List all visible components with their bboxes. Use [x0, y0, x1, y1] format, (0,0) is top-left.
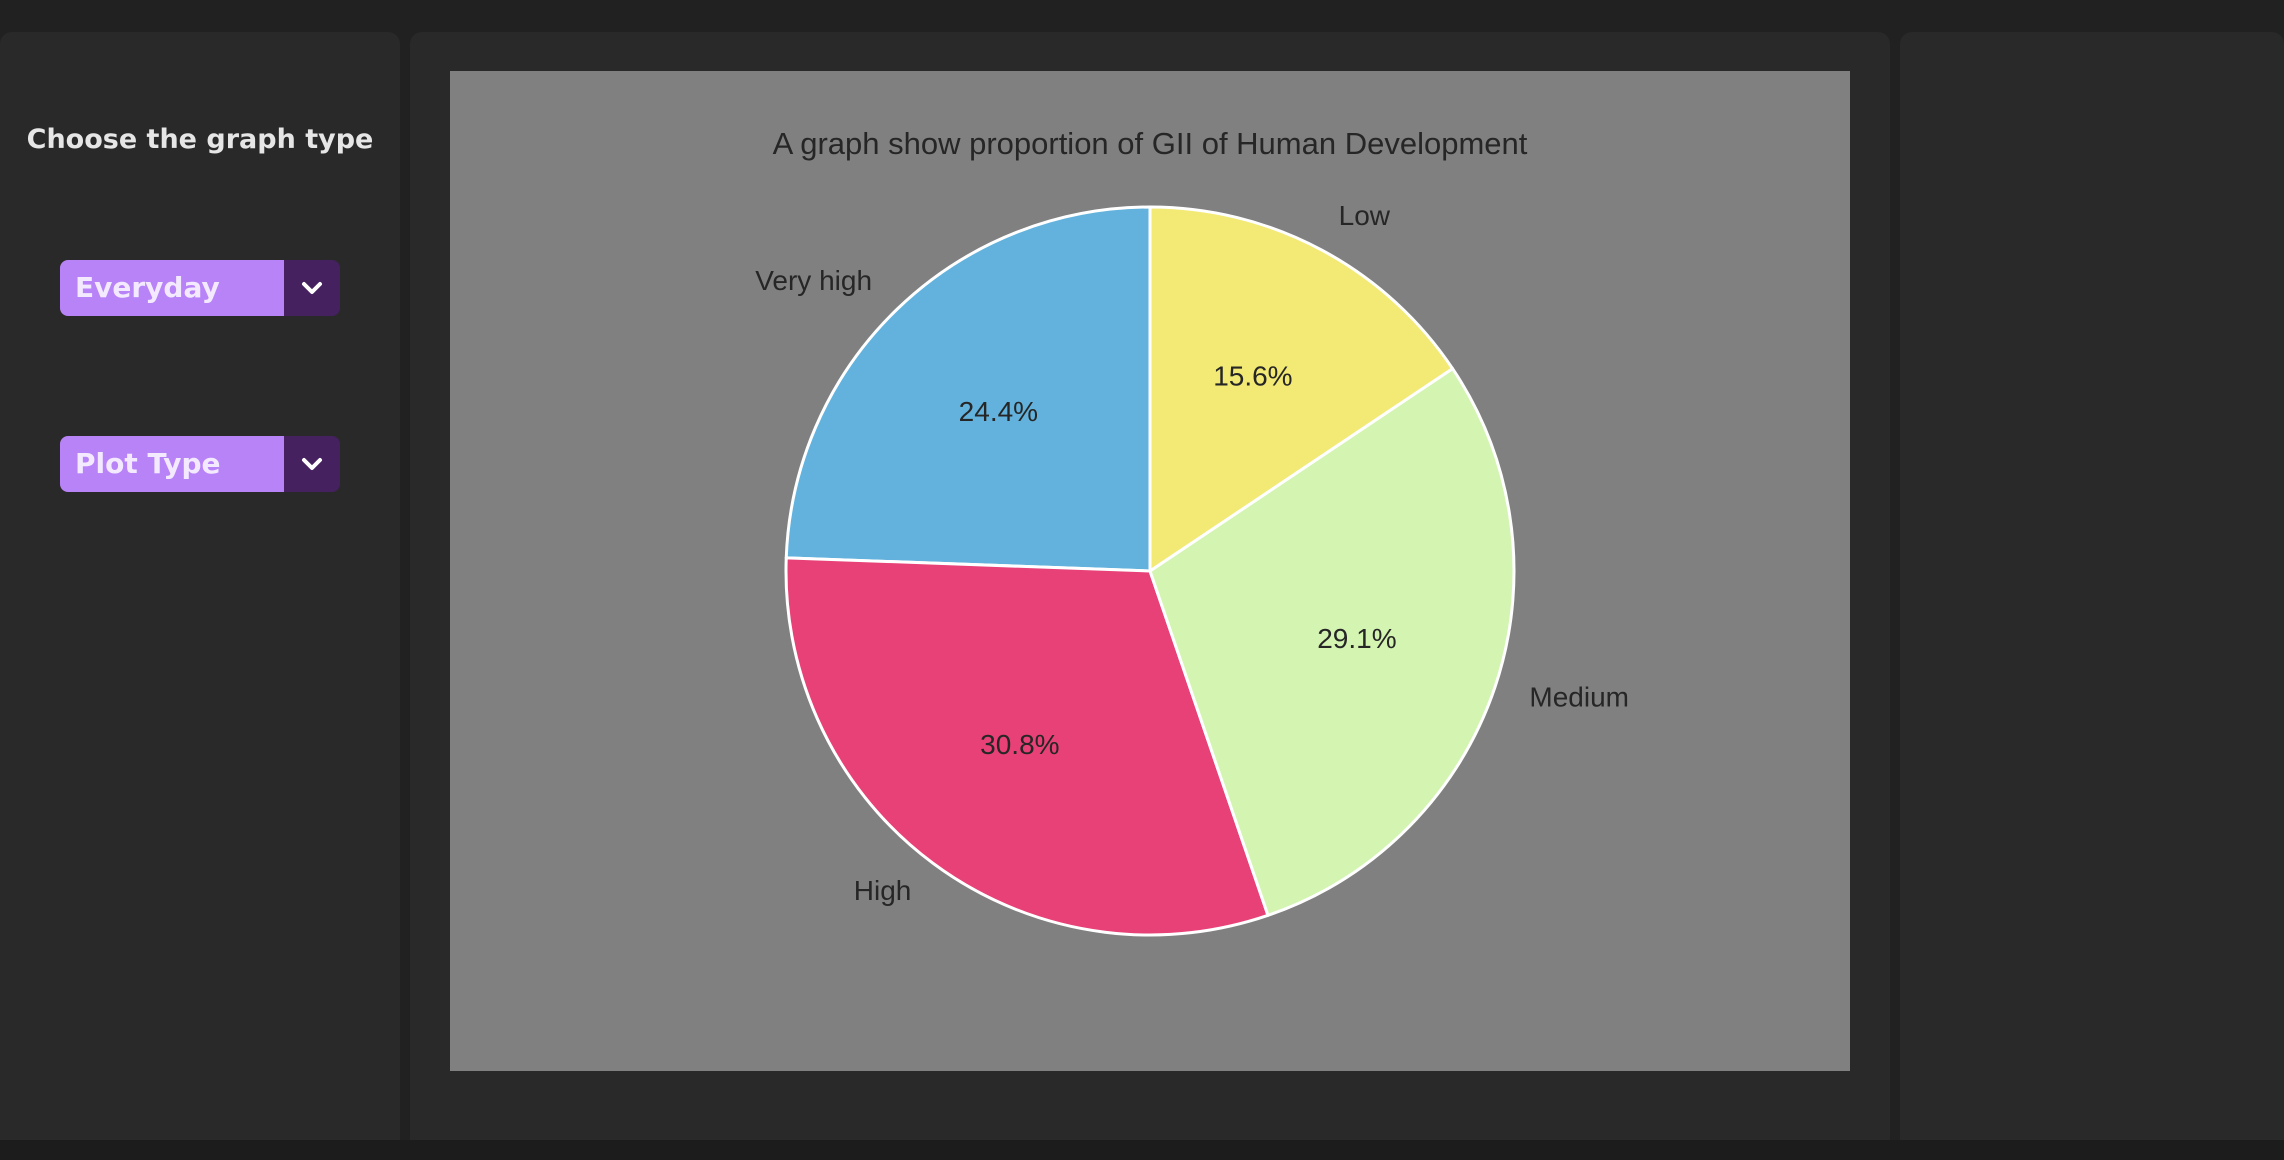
- pie-slices: [784, 205, 1516, 937]
- pie-percent-label: 30.8%: [980, 729, 1059, 760]
- plot-type-dropdown-value: Plot Type: [60, 436, 284, 492]
- chevron-down-icon: [302, 282, 322, 294]
- category-dropdown-toggle[interactable]: [284, 260, 340, 316]
- category-dropdown-value: Everyday: [60, 260, 284, 316]
- pie-label-very-high: Very high: [755, 265, 872, 296]
- pie-slice-medium: [1148, 367, 1516, 917]
- chevron-down-icon: [302, 458, 322, 470]
- pie-percent-label: 24.4%: [959, 396, 1038, 427]
- sidebar-panel: Choose the graph type Everyday Plot Type: [0, 32, 400, 1140]
- pie-label-high: High: [854, 875, 912, 906]
- right-panel: [1900, 32, 2284, 1140]
- chart-figure: A graph show proportion of GII of Human …: [450, 71, 1850, 1071]
- sidebar-title: Choose the graph type: [26, 124, 374, 155]
- pie-chart: A graph show proportion of GII of Human …: [755, 126, 1629, 937]
- pie-slice-very-high: [784, 205, 1152, 573]
- pie-label-low: Low: [1339, 200, 1391, 231]
- category-dropdown[interactable]: Everyday: [60, 260, 340, 316]
- plot-type-dropdown-toggle[interactable]: [284, 436, 340, 492]
- pie-labels: Very high 24.4% High 30.8% Medium 29.1% Low 15.…: [755, 200, 1629, 906]
- pie-slice-low: [1148, 205, 1455, 573]
- pie-label-medium: Medium: [1529, 681, 1629, 712]
- pie-percent-label: 15.6%: [1213, 361, 1292, 392]
- bottom-bar: [0, 1140, 2284, 1160]
- pie-percent-label: 29.1%: [1317, 623, 1396, 654]
- chart-title: A graph show proportion of GII of Human …: [773, 126, 1528, 161]
- plot-type-dropdown[interactable]: Plot Type: [60, 436, 340, 492]
- pie-slice-high: [784, 556, 1270, 937]
